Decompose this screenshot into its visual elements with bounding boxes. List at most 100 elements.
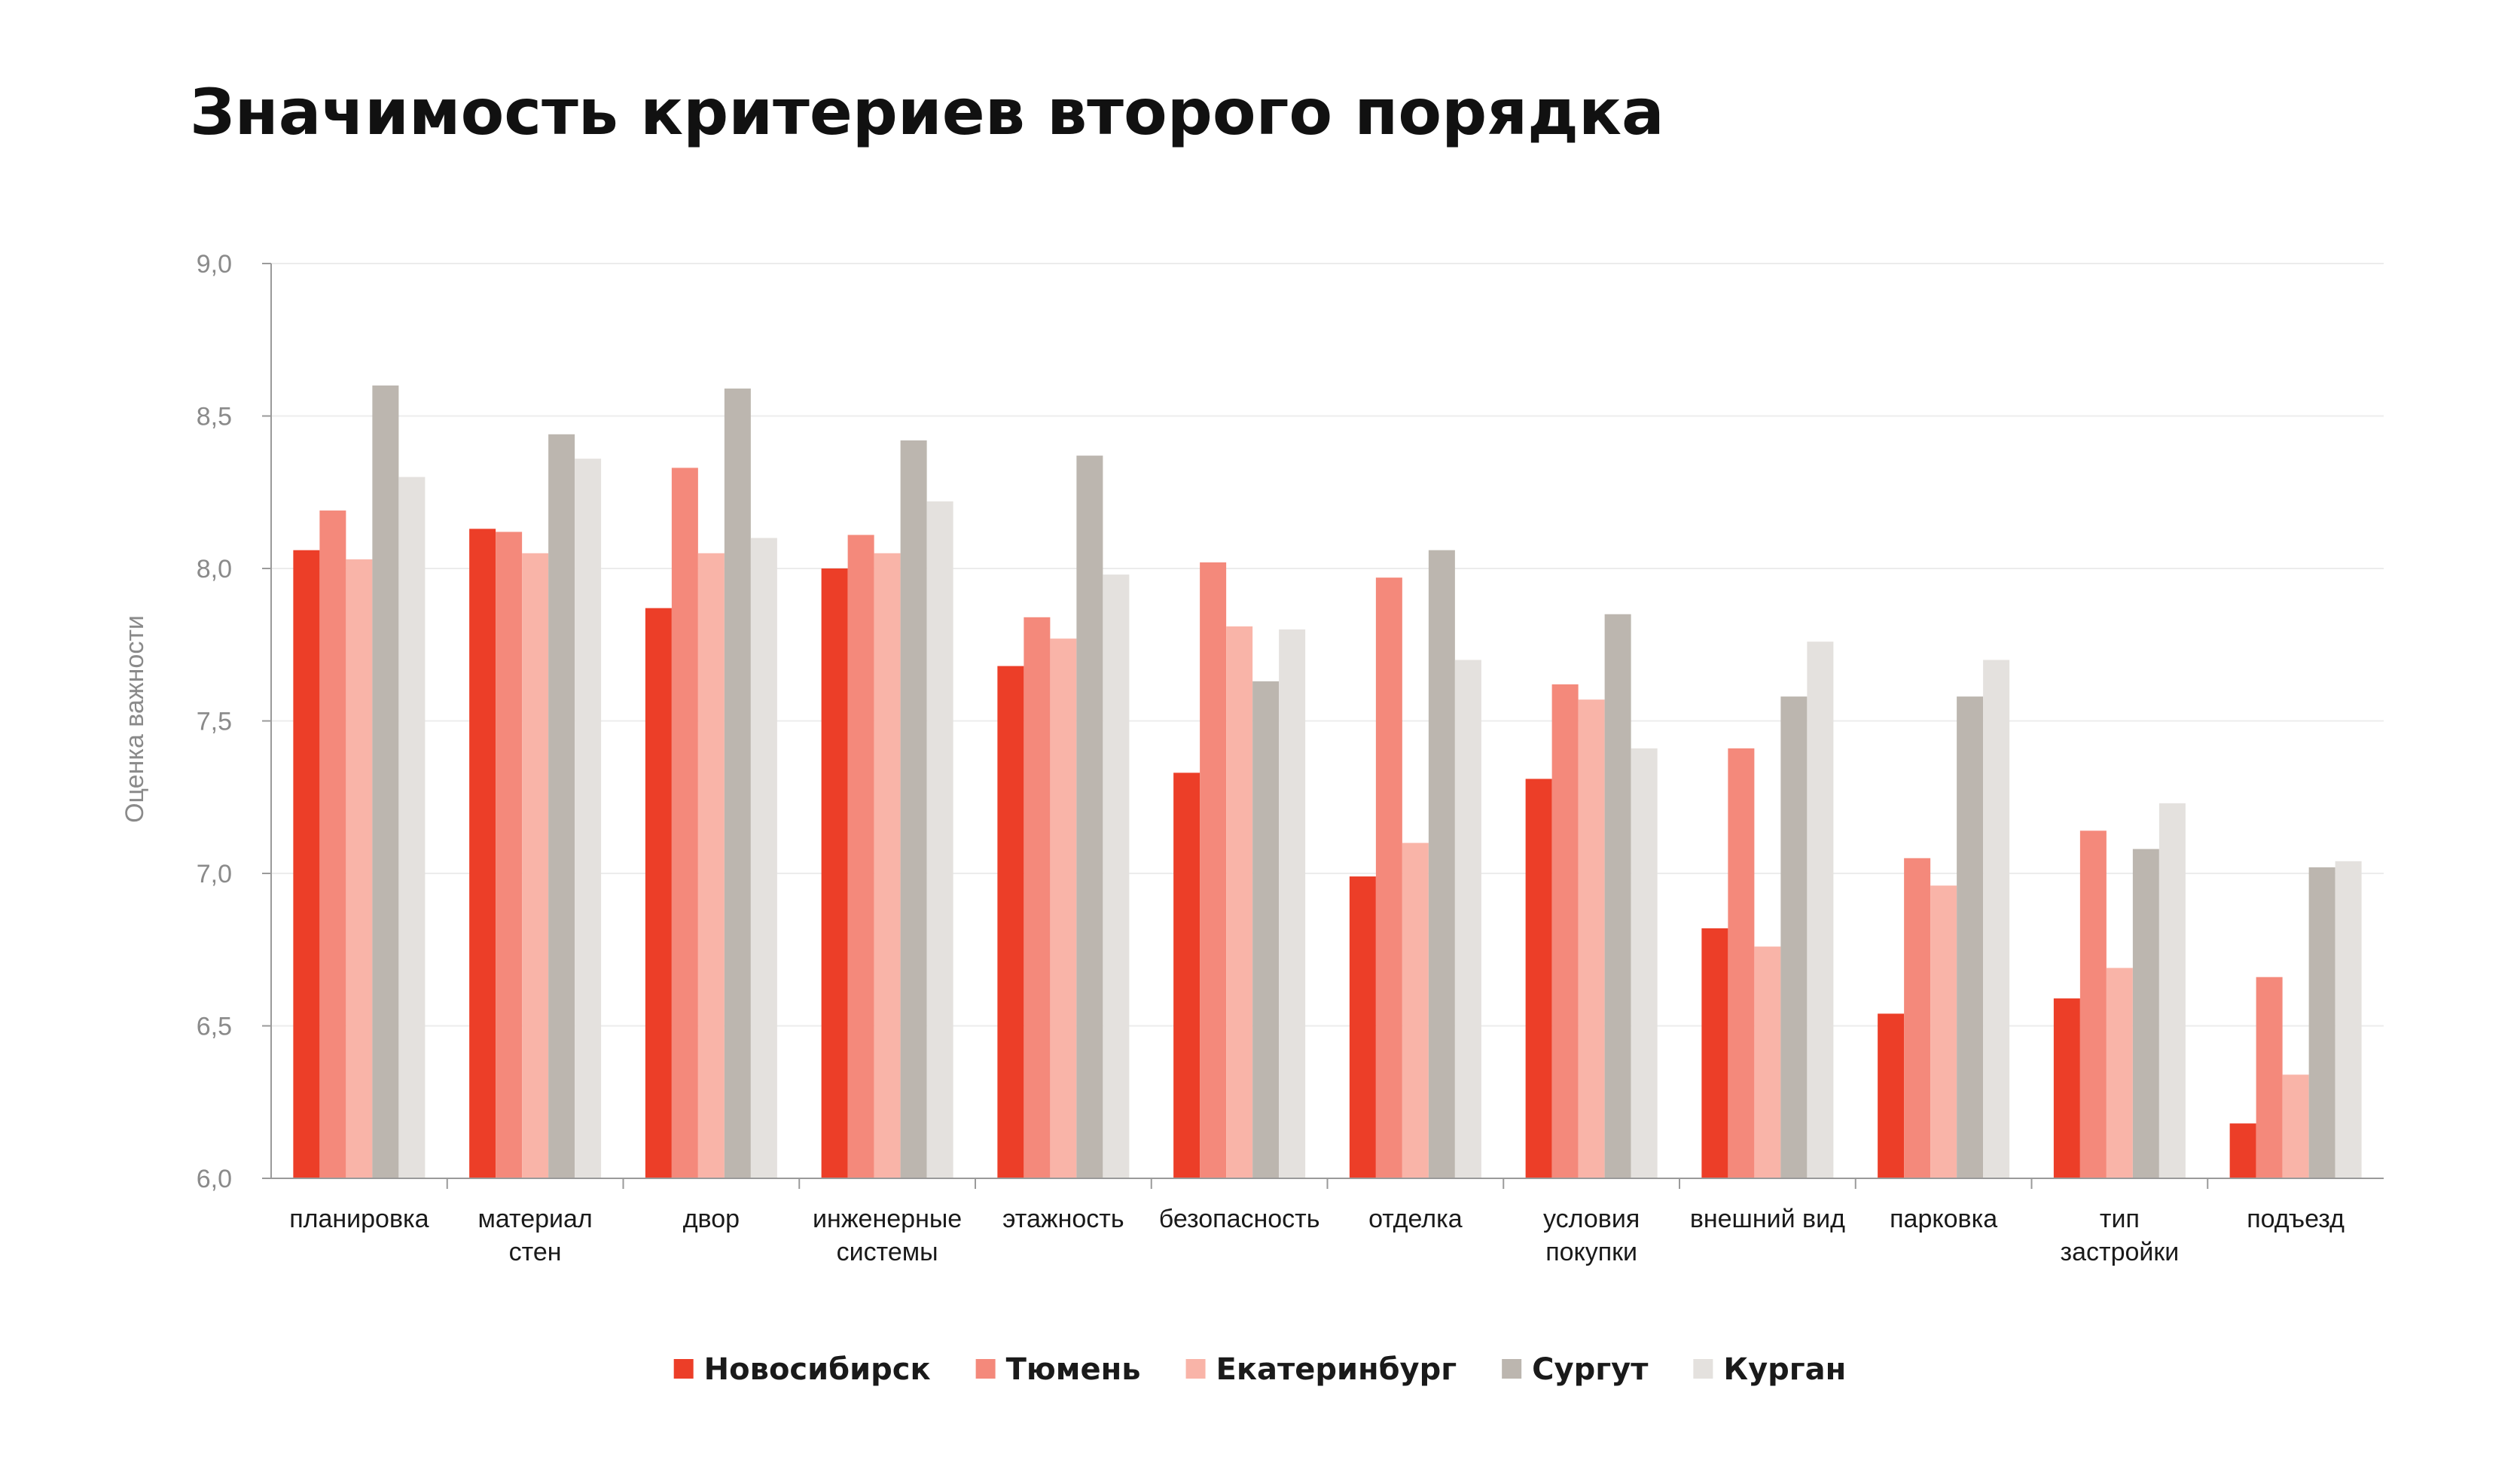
bar [398, 477, 426, 1178]
bar [750, 538, 777, 1178]
bar [1279, 629, 1306, 1178]
legend-swatch [975, 1359, 996, 1379]
category-label: материал [477, 1205, 592, 1233]
bar [1957, 696, 1984, 1178]
bar [2308, 867, 2335, 1178]
bar [372, 385, 399, 1178]
bar [1454, 660, 1481, 1178]
category-label: покупки [1545, 1238, 1637, 1266]
y-tick-label: 6,5 [197, 1013, 232, 1041]
bar [548, 434, 575, 1178]
bar [1780, 696, 1808, 1178]
bar [1604, 614, 1631, 1178]
category-label: этажность [1002, 1205, 1124, 1233]
y-tick-label: 6,0 [197, 1165, 232, 1193]
legend-label: Тюмень [1006, 1352, 1141, 1387]
category-label: безопасность [1159, 1205, 1320, 1233]
category-label: отделка [1368, 1205, 1463, 1233]
bar [2079, 830, 2107, 1178]
category-label: стен [509, 1238, 562, 1266]
y-tick-label: 7,0 [197, 860, 232, 888]
bar [522, 553, 549, 1178]
bar [1226, 626, 1253, 1178]
category-label: инженерные [813, 1205, 962, 1233]
bars [293, 385, 2362, 1178]
category-label: тип [2100, 1205, 2140, 1233]
category-label: парковка [1890, 1205, 1997, 1233]
bar [821, 568, 848, 1178]
bar [645, 608, 672, 1178]
bar [1904, 858, 1931, 1178]
bar [997, 666, 1024, 1178]
bar [346, 559, 373, 1178]
y-tick-label: 7,5 [197, 708, 232, 736]
bar [697, 553, 725, 1178]
y-tick-label: 8,5 [197, 403, 232, 431]
category-label: системы [837, 1238, 938, 1266]
bar [1103, 574, 1130, 1178]
bar [724, 389, 751, 1178]
bar [1631, 748, 1658, 1178]
y-axis-title: Оценка важности [121, 615, 149, 823]
y-tick-labels: 6,0 6,5 7,0 7,5 8,0 8,5 9,0 [197, 250, 232, 1193]
bar [1252, 681, 1280, 1178]
category-label: двор [683, 1205, 740, 1233]
bar [1076, 456, 1103, 1178]
bar [1754, 946, 1781, 1178]
bar [1024, 617, 1051, 1178]
legend-swatch [1185, 1359, 1206, 1379]
legend-swatch [1502, 1359, 1522, 1379]
bar [2158, 803, 2186, 1178]
legend-label: Новосибирск [704, 1352, 931, 1387]
bar [1578, 699, 1605, 1178]
legend-swatch [673, 1359, 694, 1379]
bar [1375, 577, 1402, 1178]
gridlines [262, 263, 2384, 1179]
bar [1701, 928, 1728, 1178]
bar [900, 440, 927, 1178]
x-category-labels: планировка материал стен двор инженерные сист… [289, 1205, 2345, 1266]
bar [2229, 1123, 2256, 1178]
bar [926, 501, 953, 1178]
bar [2132, 849, 2159, 1178]
bar [2053, 998, 2080, 1178]
axes [270, 264, 2384, 1189]
legend-label: Сургут [1532, 1352, 1649, 1387]
bar [1878, 1013, 1905, 1178]
y-tick-label: 9,0 [197, 250, 232, 279]
category-label: подъезд [2247, 1205, 2345, 1233]
legend-label: Курган [1723, 1352, 1846, 1387]
bar [2282, 1074, 2309, 1178]
bar [1930, 885, 1957, 1178]
bar [2256, 977, 2283, 1178]
bar [2335, 861, 2362, 1178]
legend: Новосибирск Тюмень Екатеринбург Сургут Курга… [673, 1352, 1846, 1387]
bar [1983, 660, 2010, 1178]
bar [496, 532, 523, 1178]
bar [847, 535, 874, 1178]
bar [319, 510, 346, 1178]
bar [1428, 550, 1455, 1178]
bar [1200, 562, 1227, 1178]
category-label: внешний вид [1690, 1205, 1845, 1233]
bar [1807, 641, 1834, 1178]
bar [1525, 779, 1552, 1178]
bar [874, 553, 901, 1178]
bar [1551, 684, 1579, 1178]
bar [469, 529, 496, 1178]
bar [1728, 748, 1755, 1178]
category-label: планировка [289, 1205, 429, 1233]
bar [1173, 773, 1201, 1178]
y-tick-label: 8,0 [197, 555, 232, 584]
category-label: условия [1543, 1205, 1640, 1233]
legend-label: Екатеринбург [1216, 1352, 1457, 1387]
chart-title: Значимость критериев второго порядка [190, 75, 1664, 149]
bar [575, 459, 602, 1178]
legend-swatch [1693, 1359, 1713, 1379]
bar [1402, 843, 1429, 1178]
bar [671, 468, 698, 1178]
bar [2106, 968, 2133, 1178]
bar [293, 550, 320, 1178]
bar [1349, 876, 1376, 1178]
